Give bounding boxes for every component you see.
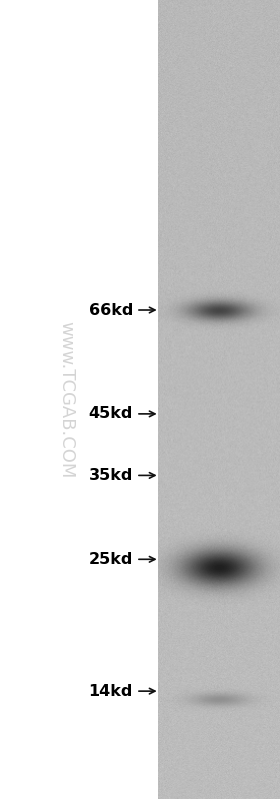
Text: www.TCGAB.COM: www.TCGAB.COM [57,321,75,478]
Text: 45kd: 45kd [88,407,133,421]
Text: 25kd: 25kd [88,552,133,566]
Text: 14kd: 14kd [88,684,133,698]
Text: 66kd: 66kd [88,303,133,317]
Text: 35kd: 35kd [88,468,133,483]
